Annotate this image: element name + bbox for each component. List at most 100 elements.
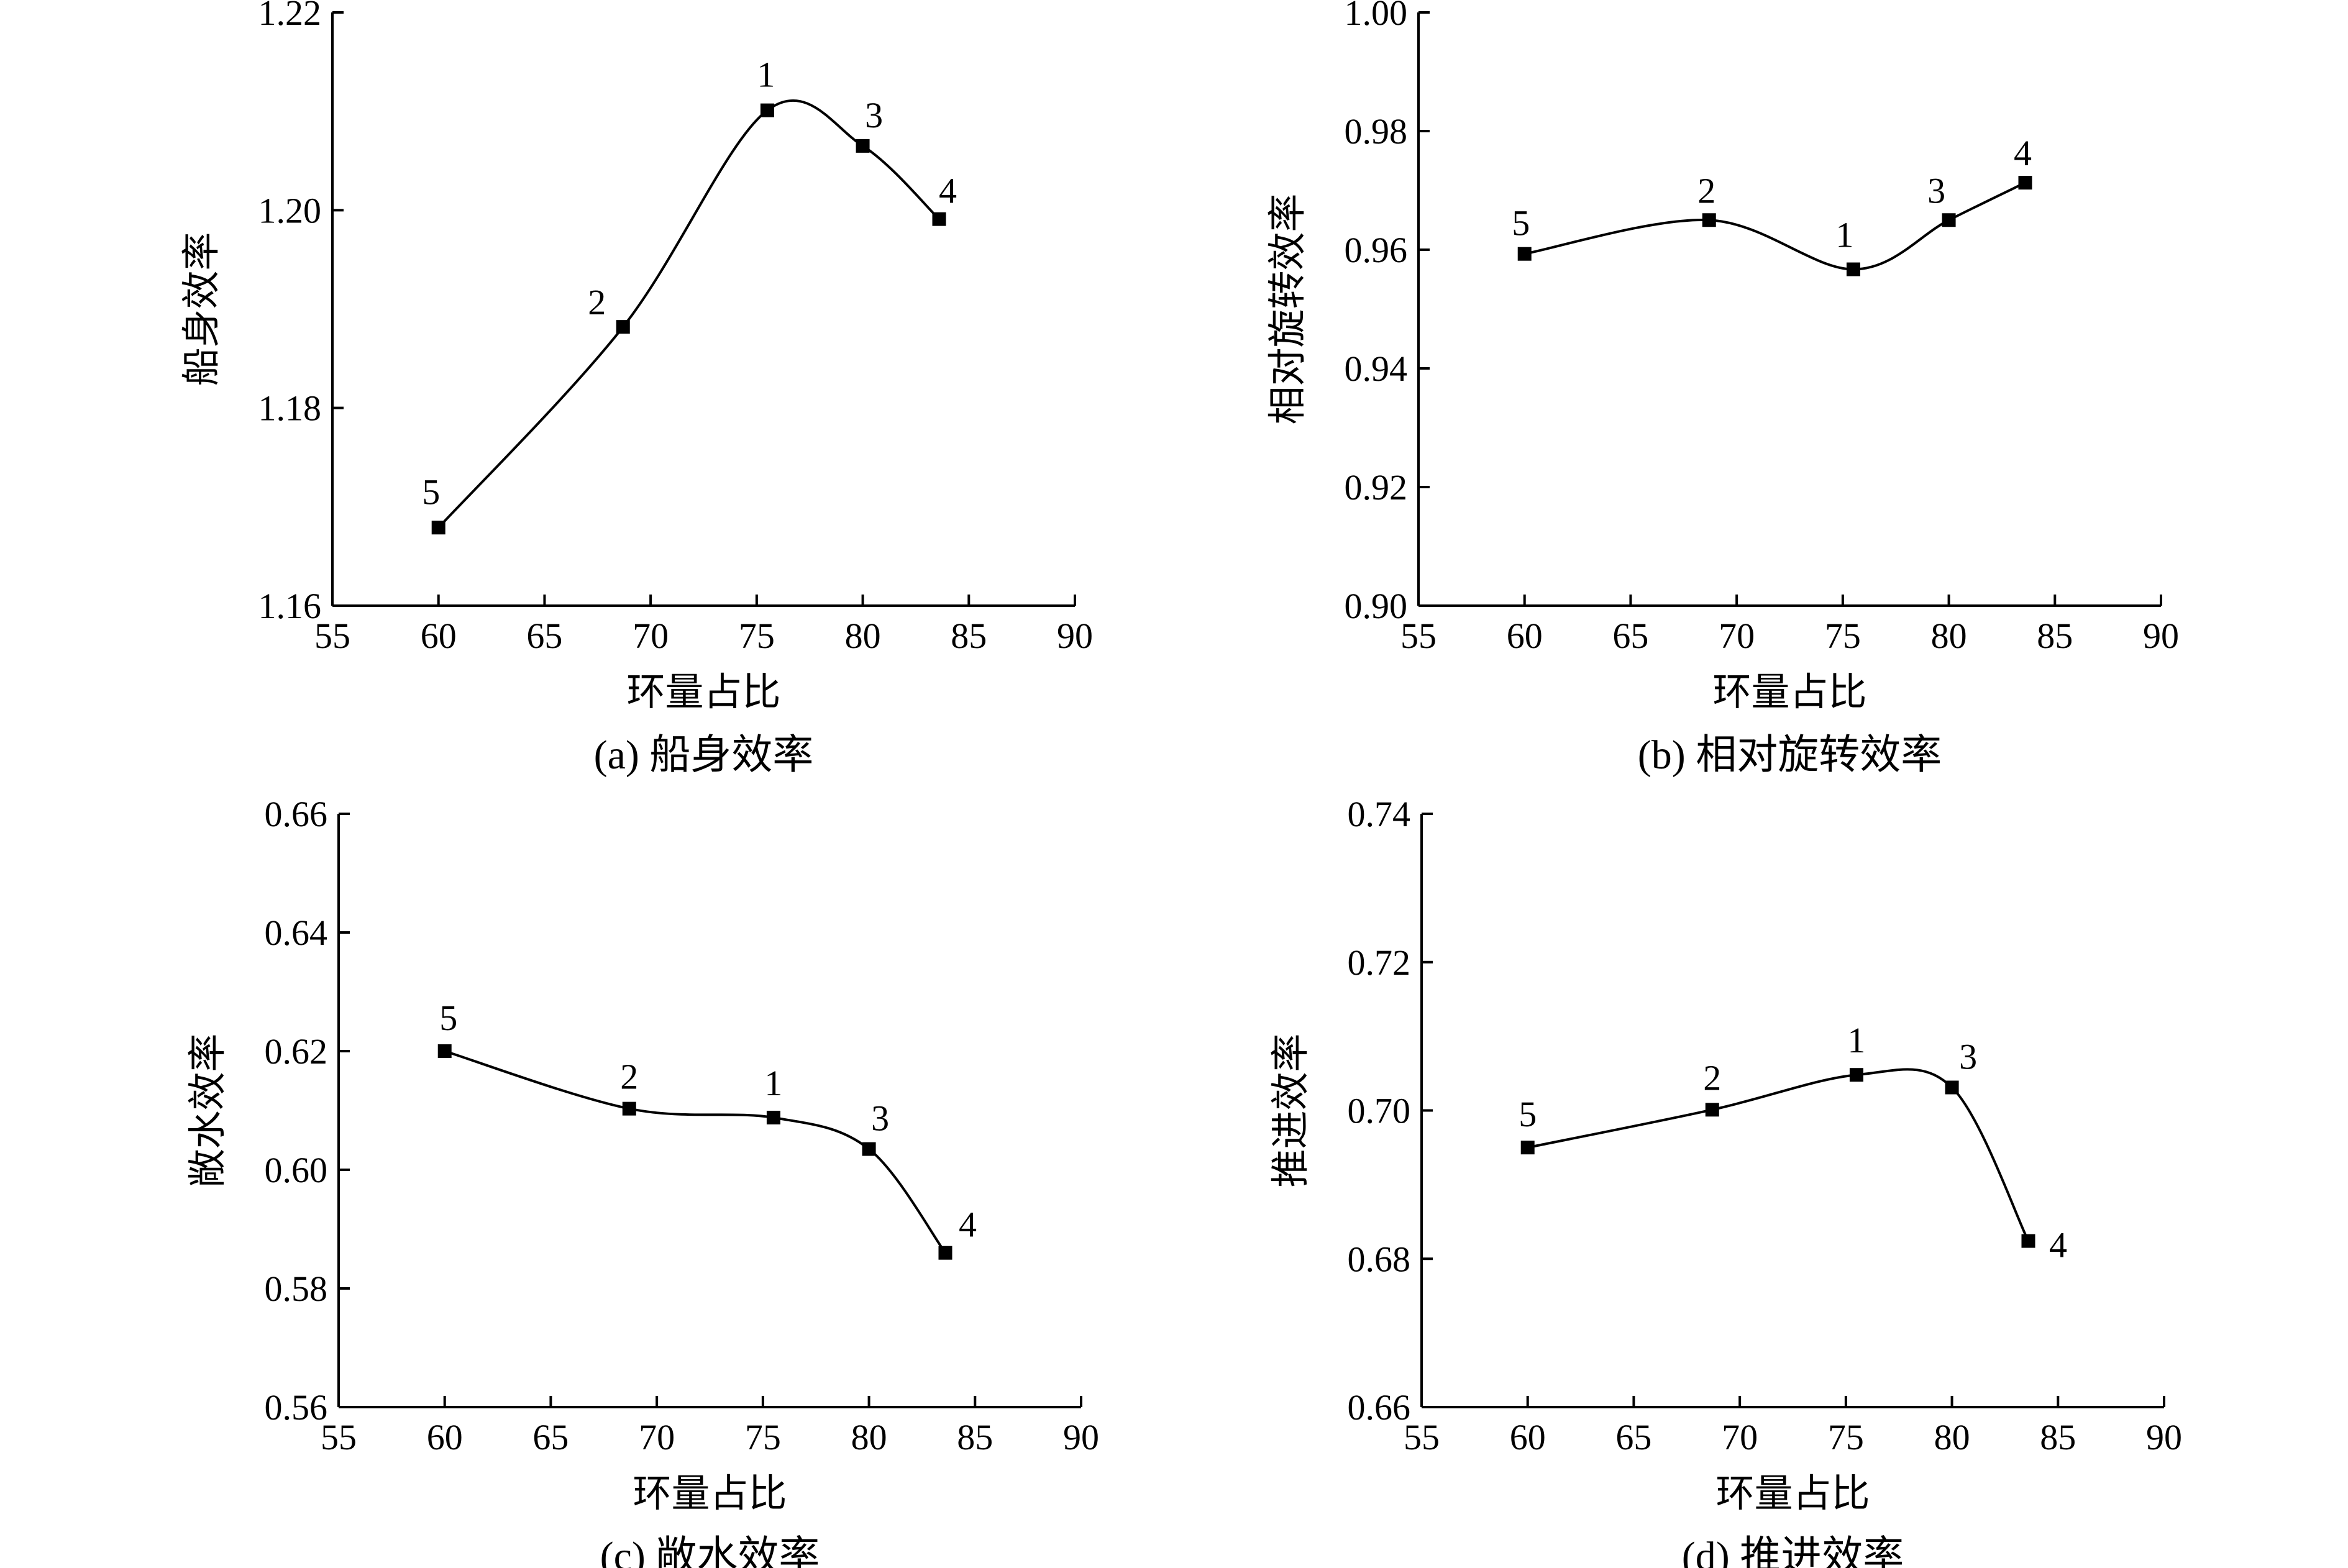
x-tick-label: 85: [951, 616, 987, 656]
series-line: [1524, 181, 2026, 271]
data-point-label: 1: [1835, 215, 1853, 255]
data-point-marker: [1942, 213, 1956, 227]
y-tick-label: 0.66: [1348, 1387, 1411, 1428]
y-axis-label: 船身效率: [181, 232, 223, 386]
data-point-marker: [856, 139, 870, 153]
x-tick-label: 90: [2146, 1417, 2182, 1457]
y-tick-label: 0.68: [1348, 1239, 1411, 1279]
x-tick-label: 85: [957, 1417, 993, 1457]
data-point-label: 4: [2049, 1225, 2067, 1265]
data-point-label: 2: [1703, 1057, 1721, 1098]
data-point-marker: [1517, 247, 1532, 261]
x-tick-label: 85: [2040, 1417, 2076, 1457]
x-tick-label: 60: [427, 1417, 463, 1457]
y-tick-label: 1.18: [258, 388, 322, 429]
x-tick-label: 70: [639, 1417, 675, 1457]
y-tick-label: 0.66: [265, 794, 328, 834]
data-point-label: 2: [588, 282, 606, 322]
data-point-label: 4: [939, 171, 957, 211]
x-tick-label: 80: [845, 616, 881, 656]
chart-d: 55 60 65 70 75 80 85 90 0.66 0.68 0.70 0.72 0.74 环量占比…: [1270, 794, 2182, 1568]
data-point-marker: [1702, 213, 1716, 227]
y-tick-label: 0.58: [265, 1269, 328, 1309]
x-tick-label: 75: [1828, 1417, 1864, 1457]
data-point-label: 1: [764, 1063, 782, 1103]
x-tick-label: 65: [526, 616, 562, 656]
data-point-label: 5: [439, 998, 457, 1038]
x-tick-label: 80: [1934, 1417, 1970, 1457]
data-point-marker: [1705, 1103, 1719, 1117]
y-tick-label: 0.62: [265, 1031, 328, 1072]
data-point-marker: [2018, 176, 2032, 190]
y-axis-label: 敞水效率: [187, 1033, 229, 1187]
data-point-label: 1: [1847, 1020, 1865, 1060]
data-point-marker: [1849, 1068, 1863, 1082]
data-point-label: 5: [422, 472, 440, 512]
y-tick-label: 0.96: [1345, 230, 1408, 270]
x-tick-label: 90: [1063, 1417, 1099, 1457]
y-tick-label: 0.98: [1345, 111, 1408, 152]
data-point-label: 1: [757, 55, 775, 95]
y-tick-label: 0.64: [265, 913, 328, 953]
data-point-label: 4: [959, 1205, 977, 1245]
x-tick-label: 55: [314, 616, 350, 656]
x-tick-label: 65: [1615, 1417, 1651, 1457]
y-tick-label: 1.20: [258, 190, 322, 230]
x-tick-label: 70: [1719, 616, 1755, 656]
y-tick-label: 1.00: [1345, 0, 1408, 33]
x-tick-label: 75: [745, 1417, 781, 1457]
data-point-label: 3: [871, 1098, 889, 1139]
x-tick-label: 90: [2143, 616, 2179, 656]
data-point-label: 5: [1519, 1094, 1537, 1134]
data-point-marker: [932, 212, 946, 226]
x-tick-label: 80: [851, 1417, 887, 1457]
x-tick-label: 90: [1057, 616, 1093, 656]
data-point-label: 3: [1927, 170, 1945, 211]
data-point-marker: [622, 1101, 636, 1116]
x-axis-label: 环量占比: [1715, 1473, 1870, 1515]
data-point-marker: [2021, 1234, 2035, 1248]
chart-caption: (d) 推进效率: [1682, 1534, 1904, 1568]
x-tick-label: 55: [1404, 1417, 1440, 1457]
series-line: [444, 1050, 947, 1254]
y-axis-label: 相对旋转效率: [1267, 193, 1309, 424]
chart-c: 55 60 65 70 75 80 85 90 0.56 0.58 0.60 0.62 0.64 0.66…: [187, 794, 1099, 1568]
x-tick-label: 55: [321, 1417, 357, 1457]
y-tick-label: 0.74: [1348, 794, 1411, 834]
y-tick-label: 0.90: [1345, 586, 1408, 626]
data-point-marker: [437, 1044, 452, 1058]
x-tick-label: 70: [633, 616, 669, 656]
series-line: [437, 99, 940, 529]
x-tick-label: 85: [2037, 616, 2073, 656]
data-point-marker: [1846, 262, 1860, 276]
x-tick-label: 60: [421, 616, 457, 656]
y-axis-label: 推进效率: [1270, 1033, 1312, 1187]
x-tick-label: 55: [1400, 616, 1437, 656]
data-point-marker: [1945, 1080, 1959, 1095]
y-tick-label: 0.92: [1345, 467, 1408, 508]
x-tick-label: 65: [1612, 616, 1648, 656]
data-point-label: 5: [1512, 203, 1530, 244]
data-point-label: 2: [1697, 170, 1715, 211]
x-axis-label: 环量占比: [633, 1473, 787, 1515]
chart-caption: (b) 相对旋转效率: [1638, 732, 1942, 778]
y-tick-label: 0.56: [265, 1387, 328, 1428]
data-point-marker: [862, 1142, 876, 1156]
data-point-label: 2: [620, 1057, 638, 1097]
data-point-label: 3: [865, 95, 883, 135]
x-tick-label: 75: [739, 616, 775, 656]
x-tick-label: 70: [1722, 1417, 1758, 1457]
y-tick-label: 1.22: [258, 0, 322, 33]
chart-caption: (c) 敞水效率: [600, 1534, 820, 1568]
data-point-marker: [766, 1110, 780, 1124]
x-tick-label: 60: [1507, 616, 1543, 656]
x-tick-label: 65: [532, 1417, 569, 1457]
chart-a: 55 60 65 70 75 80 85 90 1.16 1.18 1.20 1.22 环量占比 船身效率…: [181, 0, 1093, 778]
data-point-marker: [1520, 1141, 1535, 1155]
data-point-marker: [760, 103, 774, 117]
series-line: [1527, 1068, 2030, 1242]
data-point-label: 4: [2014, 133, 2032, 173]
x-tick-label: 60: [1510, 1417, 1546, 1457]
y-tick-label: 0.94: [1345, 349, 1408, 389]
